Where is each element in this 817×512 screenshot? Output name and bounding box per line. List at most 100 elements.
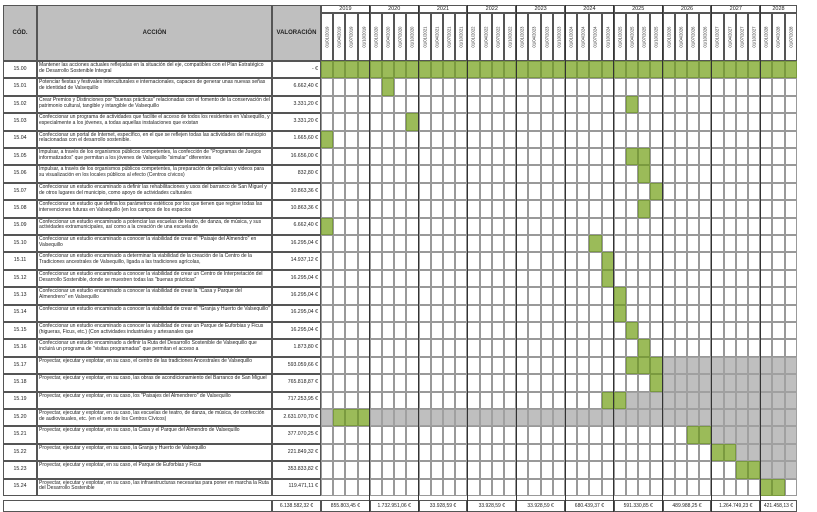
gantt-cell [577,391,590,409]
gantt-bar-operation [650,391,663,409]
gantt-cell [443,322,456,340]
gantt-cell [760,113,773,131]
gantt-cell [345,113,358,131]
gantt-cell [418,130,431,148]
gantt-bar-operation [406,409,419,427]
gantt-cell [516,217,529,235]
gantt-cell [504,461,517,479]
gantt-cell [687,235,700,253]
gantt-cell [540,461,553,479]
gantt-cell [430,356,443,375]
gantt-cell [565,426,578,444]
gantt-cell [418,95,431,114]
gantt-bar-active [406,113,419,131]
gantt-cell [443,461,456,479]
gantt-cell [491,339,504,357]
gantt-cell [735,304,748,322]
gantt-cell [455,95,468,114]
gantt-cell [369,287,382,305]
gantt-cell [589,461,602,479]
gantt-cell [382,165,395,183]
gantt-cell [467,287,480,305]
gantt-cell [491,252,504,270]
gantt-cell [394,252,407,270]
gantt-cell [369,374,382,392]
gantt-cell [406,182,419,201]
gantt-cell [638,322,651,340]
gantt-cell [540,374,553,392]
gantt-cell [601,235,614,253]
gantt-cell [516,356,529,375]
gantt-cell [357,322,370,340]
gantt-cell [772,269,785,288]
year-separator [466,5,468,512]
gantt-cell [650,304,663,322]
gantt-cell [687,339,700,357]
gantt-cell [565,130,578,148]
row-value: 16.295,04 € [272,287,321,305]
gantt-cell [382,252,395,270]
gantt-cell [711,287,724,305]
gantt-cell [589,443,602,462]
date-header: 01/01/2023 [516,13,529,61]
gantt-cell [626,287,639,305]
gantt-cell [748,339,761,357]
gantt-cell [491,217,504,235]
gantt-cell [626,374,639,392]
gantt-cell [504,304,517,322]
row-action: Confeccionar un estudio encaminado a pot… [37,217,272,235]
gantt-bar-active [784,61,797,79]
gantt-cell [784,182,797,201]
gantt-bar-operation [638,409,651,427]
gantt-cell [528,235,541,253]
gantt-cell [467,443,480,462]
gantt-bar-operation [382,409,395,427]
year-total: 489.988,25 € [662,500,712,512]
gantt-cell [479,322,492,340]
gantt-cell [406,287,419,305]
gantt-cell [540,200,553,218]
gantt-cell [626,182,639,201]
gantt-bar-active [369,61,382,79]
gantt-bar-active [638,61,651,79]
row-value: 377.070,25 € [272,426,321,444]
gantt-cell [565,217,578,235]
gantt-cell [674,478,687,496]
year-total: 33.928,59 € [467,500,517,512]
gantt-cell [357,461,370,479]
gantt-cell [516,200,529,218]
gantt-cell [723,235,736,253]
gantt-cell [662,443,675,462]
gantt-cell [345,269,358,288]
gantt-cell [638,478,651,496]
gantt-bar-active [748,461,761,479]
gantt-cell [601,130,614,148]
gantt-cell [418,426,431,444]
gantt-cell [516,322,529,340]
gantt-cell [589,374,602,392]
year-total: 33.928,59 € [516,500,565,512]
gantt-cell [516,269,529,288]
gantt-cell [662,165,675,183]
gantt-cell [345,182,358,201]
gantt-cell [455,269,468,288]
date-label: 01/01/2027 [714,26,720,48]
gantt-cell [369,252,382,270]
gantt-bar-active [601,269,614,288]
gantt-cell [333,95,346,114]
gantt-cell [369,200,382,218]
gantt-cell [345,78,358,96]
gantt-cell [528,165,541,183]
gantt-cell [540,269,553,288]
row-value: 6.662,40 € [272,217,321,235]
date-header: 01/07/2019 [345,13,358,61]
gantt-cell [540,426,553,444]
gantt-cell [626,339,639,357]
gantt-cell [552,356,565,375]
gantt-cell [565,391,578,409]
row-value: 1.873,80 € [272,339,321,357]
gantt-cell [565,356,578,375]
gantt-cell [369,217,382,235]
gantt-bar-operation [723,356,736,375]
gantt-cell [382,287,395,305]
